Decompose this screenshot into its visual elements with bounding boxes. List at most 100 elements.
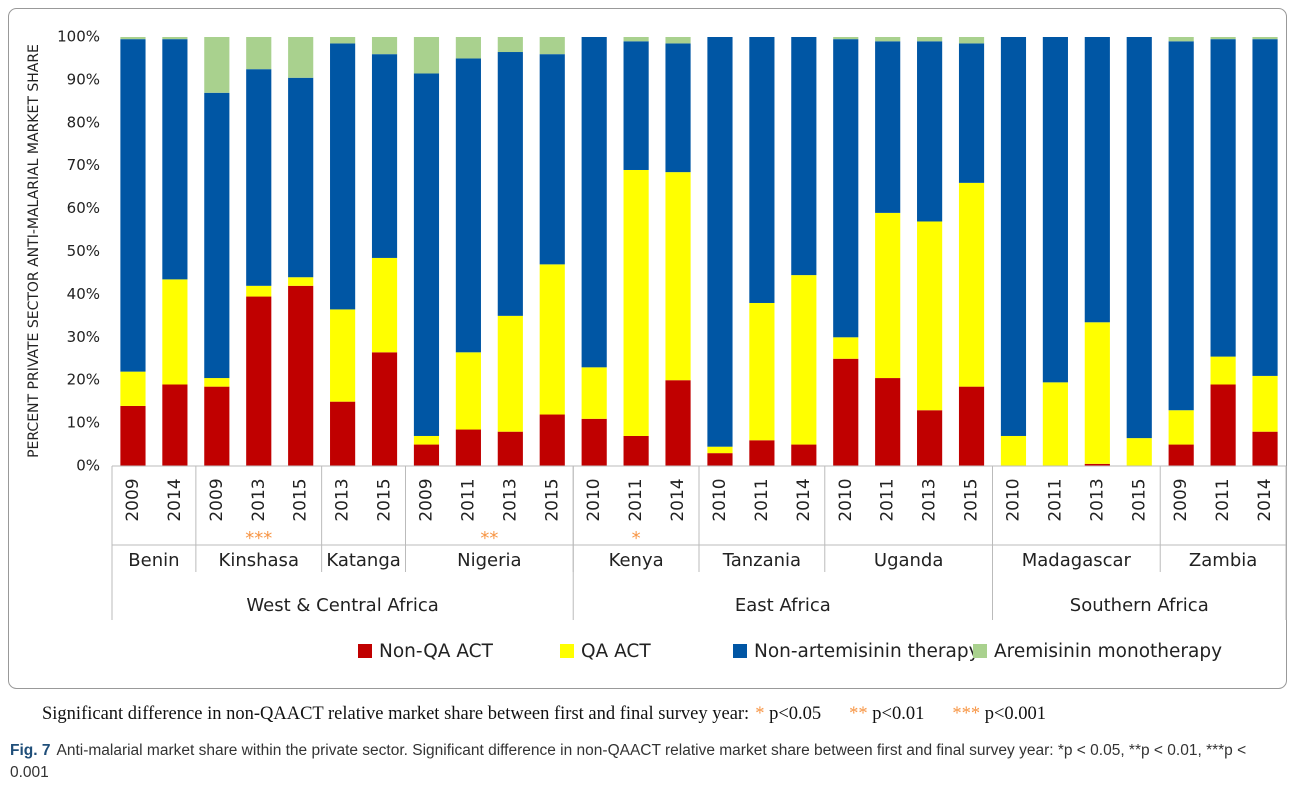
bar-segment bbox=[330, 401, 356, 466]
bar-segment bbox=[455, 58, 481, 353]
y-tick-label: 20% bbox=[67, 371, 100, 389]
x-tick-label: 2011 bbox=[1213, 478, 1233, 521]
bar-segment bbox=[623, 435, 649, 466]
bar-segment bbox=[413, 73, 440, 436]
bar-segment bbox=[1042, 37, 1068, 383]
x-tick-label: 2009 bbox=[123, 478, 143, 521]
y-tick-label: 100% bbox=[57, 28, 100, 46]
legend-swatch bbox=[973, 644, 987, 658]
country-label: Nigeria bbox=[457, 550, 521, 571]
country-label: Zambia bbox=[1189, 550, 1257, 571]
bar-segment bbox=[1042, 382, 1068, 466]
bar-segment bbox=[1084, 463, 1110, 466]
x-tick-label: 2015 bbox=[962, 478, 982, 521]
bar-segment bbox=[1210, 39, 1236, 357]
bar-segment bbox=[749, 440, 775, 466]
bar-segment bbox=[1252, 37, 1278, 40]
bar-segment bbox=[162, 39, 188, 280]
caption-text: Anti-malarial market share within the pr… bbox=[10, 742, 1247, 781]
bar-segment bbox=[958, 43, 985, 183]
bar-segment bbox=[958, 386, 985, 466]
bar-segment bbox=[707, 37, 733, 447]
country-label: Benin bbox=[128, 550, 179, 571]
x-tick-label: 2014 bbox=[794, 478, 814, 521]
country-label: Kinshasa bbox=[219, 550, 299, 571]
x-tick-label: 2011 bbox=[878, 478, 898, 521]
bar-segment bbox=[120, 405, 146, 466]
x-tick-label: 2011 bbox=[752, 478, 772, 521]
bar-segment bbox=[204, 37, 230, 93]
bar-segment bbox=[1168, 41, 1194, 411]
legend-label: QA ACT bbox=[581, 641, 651, 662]
bar-segment bbox=[497, 37, 523, 53]
bar-segment bbox=[833, 337, 859, 359]
legend-swatch bbox=[560, 644, 574, 658]
caption: Fig. 7 Anti-malarial market share within … bbox=[10, 740, 1282, 784]
y-tick-label: 60% bbox=[67, 199, 100, 217]
bar-segment bbox=[455, 352, 481, 430]
bar-segment bbox=[958, 37, 985, 44]
bar-segment bbox=[665, 380, 691, 466]
bar-segment bbox=[204, 378, 230, 387]
legend-swatch bbox=[358, 644, 372, 658]
bar-segment bbox=[497, 431, 523, 466]
y-tick-label: 70% bbox=[67, 156, 100, 174]
bar-segment bbox=[875, 37, 901, 42]
bar-segment bbox=[246, 37, 272, 70]
x-tick-label: 2011 bbox=[626, 478, 646, 521]
x-tick-label: 2013 bbox=[333, 478, 353, 521]
x-tick-label: 2010 bbox=[584, 478, 604, 521]
legend-label: Non-artemisinin therapy bbox=[754, 641, 980, 662]
footnote-text: Significant difference in non-QAACT rela… bbox=[42, 704, 750, 724]
y-tick-label: 90% bbox=[67, 70, 100, 88]
country-label: Tanzania bbox=[722, 550, 801, 571]
y-tick-label: 30% bbox=[67, 328, 100, 346]
y-axis-label: PERCENT PRIVATE SECTOR ANTI-MALARIAL MAR… bbox=[26, 44, 42, 458]
bar-segment bbox=[665, 37, 691, 44]
bar-segment bbox=[707, 453, 733, 466]
bar-segment bbox=[1084, 37, 1110, 323]
y-tick-label: 40% bbox=[67, 285, 100, 303]
bar-segment bbox=[246, 285, 272, 297]
bar-segment bbox=[581, 418, 607, 466]
bar-segment bbox=[833, 37, 859, 40]
legend-label: Aremisinin monotherapy bbox=[994, 641, 1222, 662]
bar-segment bbox=[917, 410, 943, 466]
country-label: Kenya bbox=[609, 550, 664, 571]
bar-segment bbox=[371, 37, 398, 55]
bar-segment bbox=[1210, 356, 1236, 385]
bar-segment bbox=[413, 444, 440, 466]
bar-segment bbox=[917, 41, 943, 222]
bar-segment bbox=[246, 69, 272, 286]
bar-segment bbox=[1252, 431, 1278, 466]
bar-segment bbox=[1000, 37, 1027, 436]
chart-frame bbox=[8, 8, 1287, 689]
x-tick-label: 2009 bbox=[207, 478, 227, 521]
bar-segment bbox=[875, 378, 901, 466]
x-tick-label: 2010 bbox=[836, 478, 856, 521]
region-label: East Africa bbox=[735, 595, 831, 616]
bar-segment bbox=[623, 169, 649, 436]
x-tick-label: 2011 bbox=[458, 478, 478, 521]
legend-swatch bbox=[733, 644, 747, 658]
bar-segment bbox=[1252, 375, 1278, 432]
bar-segment bbox=[455, 429, 481, 466]
country-label: Madagascar bbox=[1022, 550, 1132, 571]
x-tick-label: 2010 bbox=[1003, 478, 1023, 521]
bar-segment bbox=[623, 37, 649, 42]
bar-segment bbox=[958, 182, 985, 387]
chart: PERCENT PRIVATE SECTOR ANTI-MALARIAL MAR… bbox=[8, 8, 1287, 689]
bar-segment bbox=[791, 444, 817, 466]
region-label: West & Central Africa bbox=[246, 595, 438, 616]
x-tick-label: 2009 bbox=[416, 478, 436, 521]
bar-segment bbox=[1168, 37, 1194, 42]
y-tick-label: 10% bbox=[67, 414, 100, 432]
x-tick-label: 2014 bbox=[668, 478, 688, 521]
bar-segment bbox=[330, 37, 356, 44]
significance-marker: * bbox=[632, 528, 641, 549]
bar-segment bbox=[791, 37, 817, 276]
x-tick-label: 2013 bbox=[500, 478, 520, 521]
bar-segment bbox=[371, 54, 398, 258]
country-label: Uganda bbox=[874, 550, 944, 571]
